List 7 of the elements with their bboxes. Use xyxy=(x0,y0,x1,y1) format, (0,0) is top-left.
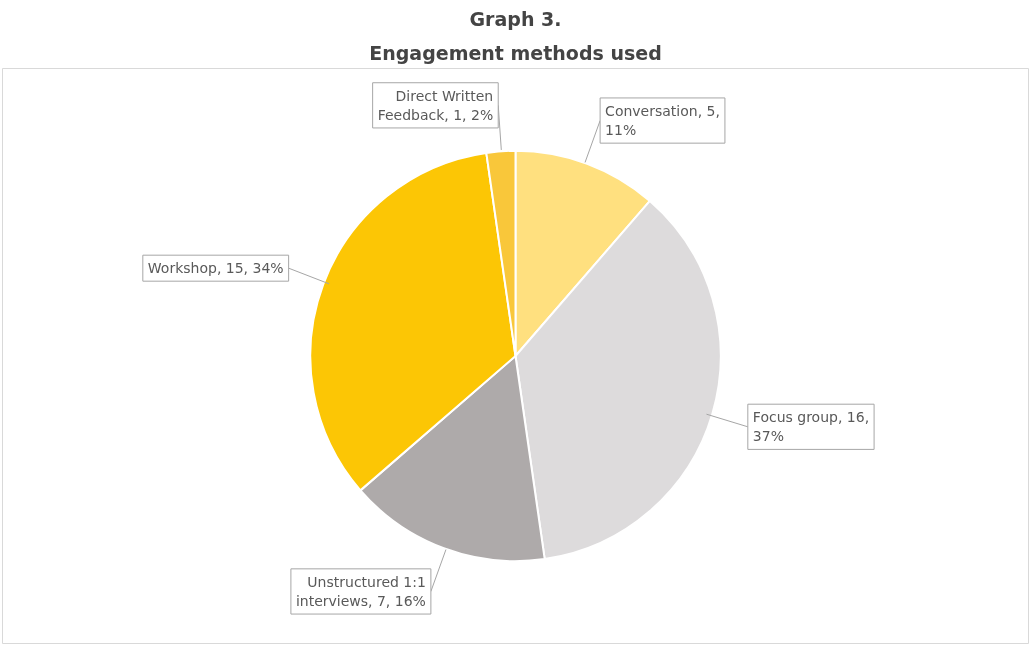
slice-label: Focus group, 16, 37% xyxy=(752,409,870,445)
slice-label: Workshop, 15, 34% xyxy=(147,260,284,277)
chart-subtitle: Engagement methods used xyxy=(369,41,662,64)
slice-label: Direct Written Feedback, 1, 2% xyxy=(377,87,494,123)
slice-label: Unstructured 1:1 interviews, 7, 16% xyxy=(295,573,426,610)
slice-label: Conversation, 5, 11% xyxy=(605,102,720,139)
chart-title: Graph 3. xyxy=(469,7,562,30)
